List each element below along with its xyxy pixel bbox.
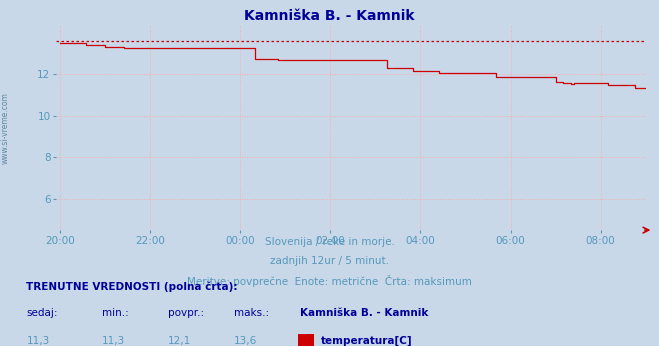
Text: 13,6: 13,6 xyxy=(234,336,257,346)
Text: 11,3: 11,3 xyxy=(102,336,125,346)
Text: povpr.:: povpr.: xyxy=(168,308,204,318)
Text: temperatura[C]: temperatura[C] xyxy=(321,336,413,346)
Text: Kamniška B. - Kamnik: Kamniška B. - Kamnik xyxy=(300,308,428,318)
Text: TRENUTNE VREDNOSTI (polna črta):: TRENUTNE VREDNOSTI (polna črta): xyxy=(26,282,238,292)
Text: Meritve: povprečne  Enote: metrične  Črta: maksimum: Meritve: povprečne Enote: metrične Črta:… xyxy=(187,275,472,287)
Text: 11,3: 11,3 xyxy=(26,336,49,346)
Text: zadnjih 12ur / 5 minut.: zadnjih 12ur / 5 minut. xyxy=(270,256,389,266)
Text: min.:: min.: xyxy=(102,308,129,318)
Text: maks.:: maks.: xyxy=(234,308,269,318)
Text: www.si-vreme.com: www.si-vreme.com xyxy=(1,92,10,164)
Text: sedaj:: sedaj: xyxy=(26,308,58,318)
Text: 12,1: 12,1 xyxy=(168,336,191,346)
Text: Kamniška B. - Kamnik: Kamniška B. - Kamnik xyxy=(244,9,415,22)
Text: Slovenija / reke in morje.: Slovenija / reke in morje. xyxy=(264,237,395,247)
